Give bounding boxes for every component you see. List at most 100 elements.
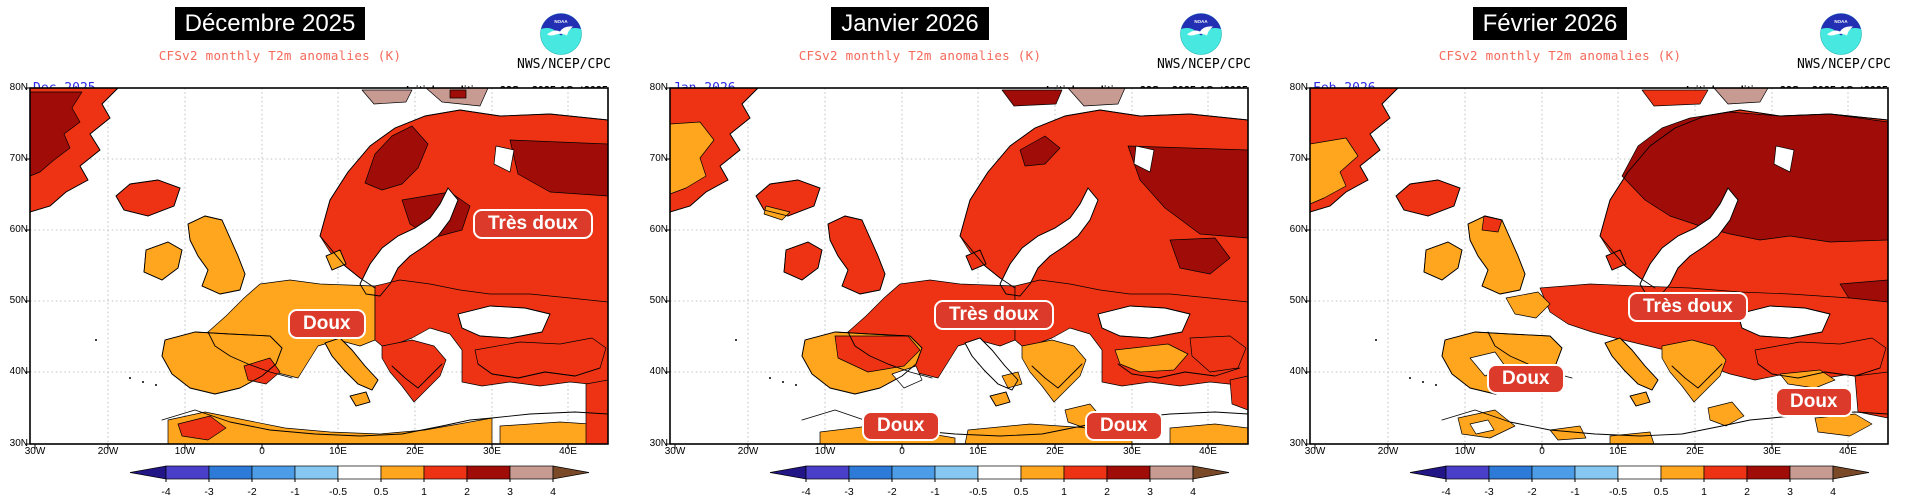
lon-tick-label: 10E	[969, 446, 987, 457]
lat-tick-label: 60N	[9, 224, 28, 235]
svg-text:NOAA: NOAA	[554, 19, 568, 24]
svg-text:-2: -2	[247, 486, 256, 498]
lon-tick-label: 20E	[1046, 446, 1064, 457]
lat-tick-label: 40N	[1289, 366, 1308, 377]
lon-tick-label: 10E	[1609, 446, 1627, 457]
lon-tick-label: 10E	[329, 446, 347, 457]
svg-text:-0.5: -0.5	[969, 486, 987, 498]
lon-tick-label: 20E	[1686, 446, 1704, 457]
agency-label: NWS/NCEP/CPC	[1797, 57, 1891, 72]
lat-tick-label: 70N	[1289, 153, 1308, 164]
annotation-doux: Doux	[1487, 364, 1565, 394]
svg-text:-2: -2	[887, 486, 896, 498]
svg-text:4: 4	[1190, 486, 1196, 498]
lat-tick-label: 80N	[9, 82, 28, 93]
lon-tick-label: 40E	[1839, 446, 1857, 457]
lat-tick-label: 30N	[9, 438, 28, 449]
panel-title: Février 2026	[1310, 7, 1790, 40]
panel-title-text: Décembre 2025	[174, 7, 366, 40]
svg-text:-3: -3	[204, 486, 213, 498]
lat-tick-label: 50N	[9, 295, 28, 306]
annotation-doux: Doux	[288, 309, 366, 339]
svg-text:2: 2	[1104, 486, 1110, 498]
annotation-doux: Doux	[862, 411, 940, 441]
lon-tick-label: 0	[1539, 446, 1545, 457]
svg-text:2: 2	[1744, 486, 1750, 498]
svg-text:NOAA: NOAA	[1194, 19, 1208, 24]
anomaly-regions-layer	[669, 87, 1249, 445]
svg-text:1: 1	[1061, 486, 1067, 498]
noaa-logo-icon: NOAA	[1180, 13, 1222, 55]
svg-text:4: 4	[1830, 486, 1836, 498]
lon-tick-label: 20E	[406, 446, 424, 457]
annotation-tres-doux: Très doux	[934, 300, 1054, 330]
lon-tick-label: 30E	[1763, 446, 1781, 457]
agency-label: NWS/NCEP/CPC	[517, 57, 611, 72]
lon-tick-label: 40E	[1199, 446, 1217, 457]
forecast-map	[1304, 87, 1889, 450]
colorbar: -4 -3 -2 -1 -0.5 0.5 1 2 3 4	[769, 465, 1230, 498]
svg-text:-3: -3	[844, 486, 853, 498]
lat-tick-label: 50N	[1289, 295, 1308, 306]
lon-tick-label: 30E	[483, 446, 501, 457]
lat-tick-label: 80N	[1289, 82, 1308, 93]
svg-text:1: 1	[421, 486, 427, 498]
forecast-map	[664, 87, 1249, 450]
lat-tick-label: 40N	[649, 366, 668, 377]
svg-text:0.5: 0.5	[374, 486, 389, 498]
agency-label: NWS/NCEP/CPC	[1157, 57, 1251, 72]
svg-text:-4: -4	[1441, 486, 1450, 498]
panel-subtitle: CFSv2 monthly T2m anomalies (K)	[1438, 48, 1682, 63]
colorbar: -4 -3 -2 -1 -0.5 0.5 1 2 3 4	[1409, 465, 1870, 498]
svg-text:NOAA: NOAA	[1834, 19, 1848, 24]
svg-text:-4: -4	[161, 486, 170, 498]
panel-subtitle: CFSv2 monthly T2m anomalies (K)	[798, 48, 1042, 63]
lon-tick-label: 20W	[97, 446, 119, 457]
annotation-tres-doux: Très doux	[473, 209, 593, 239]
svg-text:3: 3	[1147, 486, 1153, 498]
panel-december: Décembre 2025 CFSv2 monthly T2m anomalie…	[0, 0, 640, 501]
lon-tick-label: 10W	[174, 446, 196, 457]
lon-tick-label: 0	[899, 446, 905, 457]
svg-text:-1: -1	[290, 486, 299, 498]
annotation-doux: Doux	[1775, 387, 1853, 417]
svg-text:4: 4	[550, 486, 556, 498]
lon-tick-label: 0	[259, 446, 265, 457]
svg-text:0.5: 0.5	[1014, 486, 1029, 498]
svg-text:0.5: 0.5	[1654, 486, 1669, 498]
lat-tick-label: 80N	[649, 82, 668, 93]
lat-tick-label: 60N	[649, 224, 668, 235]
svg-text:-3: -3	[1484, 486, 1493, 498]
panel-title-text: Février 2026	[1472, 7, 1628, 40]
svg-text:-2: -2	[1527, 486, 1536, 498]
lon-tick-label: 20W	[737, 446, 759, 457]
svg-text:3: 3	[507, 486, 513, 498]
svg-text:-4: -4	[801, 486, 810, 498]
lat-tick-label: 70N	[9, 153, 28, 164]
lon-tick-label: 30E	[1123, 446, 1141, 457]
svg-text:3: 3	[1787, 486, 1793, 498]
svg-text:1: 1	[1701, 486, 1707, 498]
svg-text:-0.5: -0.5	[329, 486, 347, 498]
forecast-map	[24, 87, 609, 450]
panel-january: Janvier 2026 CFSv2 monthly T2m anomalies…	[640, 0, 1280, 501]
lon-tick-label: 30W	[24, 446, 46, 457]
lat-tick-label: 30N	[1289, 438, 1308, 449]
anomaly-regions-layer	[29, 87, 609, 445]
panel-title-text: Janvier 2026	[831, 7, 989, 40]
lon-tick-label: 30W	[664, 446, 686, 457]
colorbar: -4 -3 -2 -1 -0.5 0.5 1 2 3 4	[129, 465, 590, 498]
lon-tick-label: 30W	[1304, 446, 1326, 457]
lon-tick-label: 10W	[814, 446, 836, 457]
annotation-tres-doux: Très doux	[1628, 292, 1748, 322]
noaa-logo-icon: NOAA	[540, 13, 582, 55]
panel-title: Janvier 2026	[670, 7, 1150, 40]
lat-tick-label: 30N	[649, 438, 668, 449]
lon-tick-label: 20W	[1377, 446, 1399, 457]
lat-tick-label: 50N	[649, 295, 668, 306]
svg-text:-0.5: -0.5	[1609, 486, 1627, 498]
panel-february: Février 2026 CFSv2 monthly T2m anomalies…	[1280, 0, 1920, 501]
lat-tick-label: 70N	[649, 153, 668, 164]
panel-subtitle: CFSv2 monthly T2m anomalies (K)	[158, 48, 402, 63]
